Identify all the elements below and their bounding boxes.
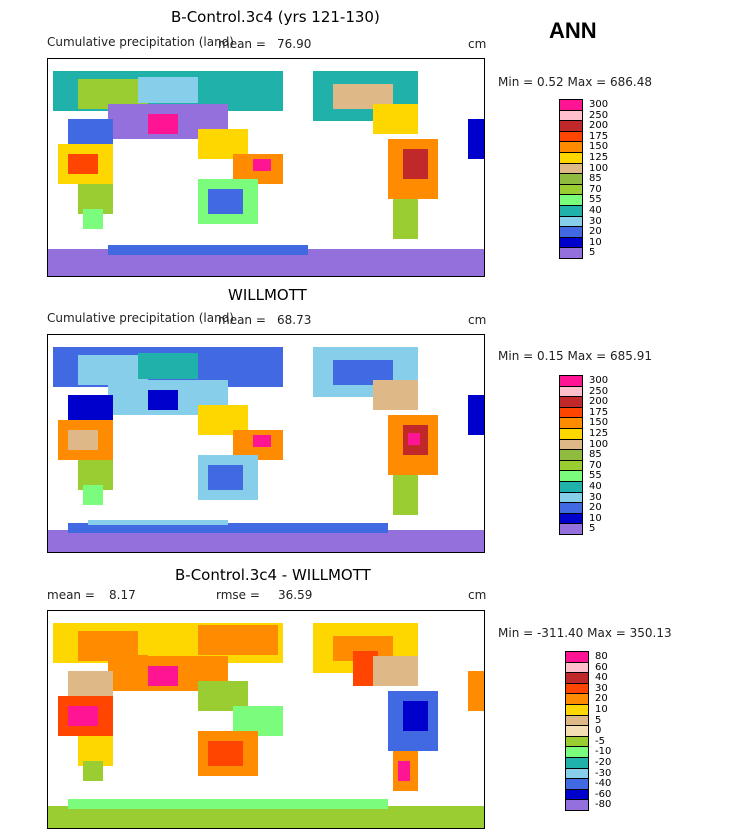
colorbar-label: 30: [595, 682, 608, 694]
panel-1-mean-value: 76.90: [277, 37, 312, 51]
colorbar-label: -5: [595, 735, 605, 747]
panel-3-colorbar: 80 60 40 30 20 10 5 0 -5 -10 -20 -30 -40 -60 -80: [565, 651, 635, 811]
panel-3-unit: cm: [468, 588, 487, 602]
colorbar-label: -60: [595, 788, 612, 800]
colorbar-label: 30: [589, 215, 602, 227]
panel-1-mean-label: mean =: [218, 37, 266, 51]
colorbar-label: 20: [589, 226, 602, 238]
colorbar-label: 175: [589, 406, 609, 418]
panel-1-unit: cm: [468, 37, 487, 51]
colorbar-label: 30: [589, 491, 602, 503]
colorbar-label: 10: [595, 704, 608, 715]
colorbar-label: 5: [589, 247, 596, 259]
panel-3-rmse-value: 36.59: [278, 588, 313, 602]
panel-2-mean-label: mean =: [218, 313, 266, 327]
colorbar-label: 150: [589, 417, 609, 429]
panel-2-mean-value: 68.73: [277, 313, 312, 327]
panel-3-map-svg: [48, 623, 484, 828]
colorbar-label: 40: [595, 672, 608, 684]
panel-1-title: B-Control.3c4 (yrs 121-130): [171, 8, 380, 26]
colorbar-label: 250: [589, 385, 609, 397]
colorbar-label: 125: [589, 428, 609, 439]
panel-1-minmax: Min = 0.52 Max = 686.48: [498, 75, 652, 89]
panel-2-colorbar: 300 250 200 175 150 125 100 85 70 55 40 30 20 10 5: [559, 375, 629, 535]
panel-2-title: WILLMOTT: [228, 286, 307, 304]
panel-2-map: [47, 334, 485, 553]
colorbar-label: -20: [595, 757, 612, 768]
panel-3-minmax: Min = -311.40 Max = 350.13: [498, 626, 672, 640]
colorbar-label: 40: [589, 481, 602, 492]
colorbar-label: 300: [589, 375, 609, 386]
colorbar-swatch: [559, 247, 583, 259]
panel-2-map-svg: [48, 347, 484, 552]
colorbar-label: -10: [595, 746, 612, 758]
colorbar-swatch: [565, 799, 589, 811]
panel-1-colorbar: 300 250 200 175 150 125 100 85 70 55 40 30 20 10 5: [559, 99, 629, 259]
panel-3-rmse-label: rmse =: [216, 588, 260, 602]
colorbar-label: 200: [589, 396, 609, 408]
panel-3-mean-value: 8.17: [109, 588, 136, 602]
colorbar-label: -80: [595, 799, 612, 811]
colorbar-label: -30: [595, 767, 612, 779]
colorbar-label: 100: [589, 438, 609, 450]
colorbar-swatch: [559, 523, 583, 535]
colorbar-label: 200: [589, 120, 609, 132]
panel-3-land: [48, 623, 484, 828]
colorbar-label: 150: [589, 141, 609, 153]
panel-2-minmax: Min = 0.15 Max = 685.91: [498, 349, 652, 363]
colorbar-label: 40: [589, 205, 602, 216]
colorbar-label: 85: [589, 449, 602, 461]
panel-2-land: [48, 347, 484, 552]
colorbar-label: 0: [595, 725, 602, 737]
panel-1-map-svg: [48, 71, 484, 276]
colorbar-label: 70: [589, 459, 602, 471]
colorbar-label: 70: [589, 183, 602, 195]
panel-1-land: [48, 71, 484, 276]
colorbar-label: 55: [589, 470, 602, 482]
colorbar-label: 250: [589, 109, 609, 121]
colorbar-label: 55: [589, 194, 602, 206]
colorbar-label: 100: [589, 162, 609, 174]
colorbar-label: 80: [595, 651, 608, 662]
panel-2-left-label: Cumulative precipitation (land): [47, 311, 234, 325]
colorbar-label: 60: [595, 661, 608, 673]
colorbar-label: 10: [589, 236, 602, 248]
colorbar-label: 300: [589, 99, 609, 110]
colorbar-label: 85: [589, 173, 602, 185]
panel-1-map: [47, 58, 485, 277]
colorbar-label: 175: [589, 130, 609, 142]
panel-3-map: [47, 610, 485, 829]
panel-3-mean-label: mean =: [47, 588, 95, 602]
colorbar-label: 10: [589, 512, 602, 524]
colorbar-label: 20: [595, 693, 608, 705]
panel-1-left-label: Cumulative precipitation (land): [47, 35, 234, 49]
season-label: ANN: [549, 18, 597, 43]
colorbar-label: -40: [595, 778, 612, 790]
colorbar-label: 20: [589, 502, 602, 514]
colorbar-label: 125: [589, 152, 609, 163]
panel-2-unit: cm: [468, 313, 487, 327]
panel-3-title: B-Control.3c4 - WILLMOTT: [175, 566, 371, 584]
colorbar-label: 5: [589, 523, 596, 535]
colorbar-label: 5: [595, 714, 602, 726]
